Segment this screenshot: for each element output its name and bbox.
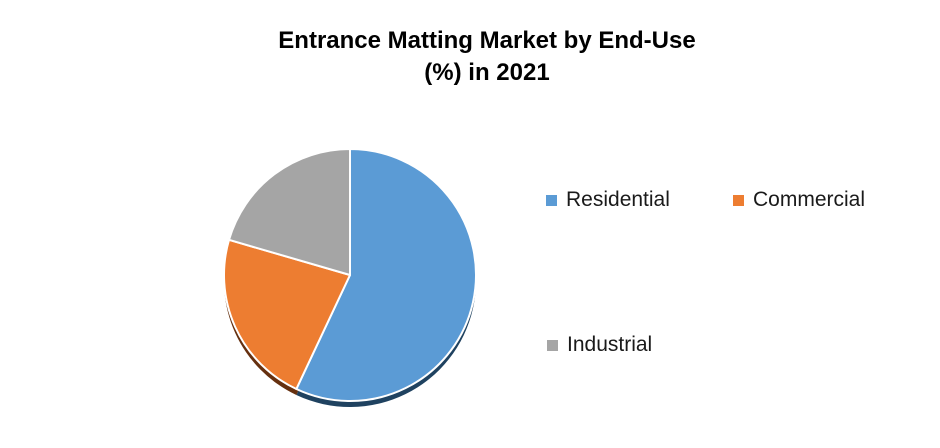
legend-item-commercial: Commercial [733, 187, 865, 213]
legend-item-industrial: Industrial [547, 332, 652, 358]
pie-slice-industrial [228, 148, 351, 276]
legend-label-residential: Residential [566, 188, 670, 211]
pie-slice-commercial [222, 238, 351, 391]
chart-title: Entrance Matting Market by End-Use (%) i… [160, 25, 814, 89]
pie-chart [222, 148, 477, 407]
chart-title-line2: (%) in 2021 [424, 59, 550, 86]
legend-marker-industrial-icon [547, 339, 558, 351]
legend-marker-commercial-icon [733, 194, 744, 206]
chart-title-line1: Entrance Matting Market by End-Use [278, 27, 696, 54]
legend-item-residential: Residential [546, 187, 670, 213]
pie-slice-residential [295, 148, 477, 402]
legend-label-industrial: Industrial [567, 333, 653, 356]
pie-slices [222, 148, 477, 402]
legend-label-commercial: Commercial [753, 188, 866, 211]
legend-marker-residential-icon [546, 194, 557, 206]
